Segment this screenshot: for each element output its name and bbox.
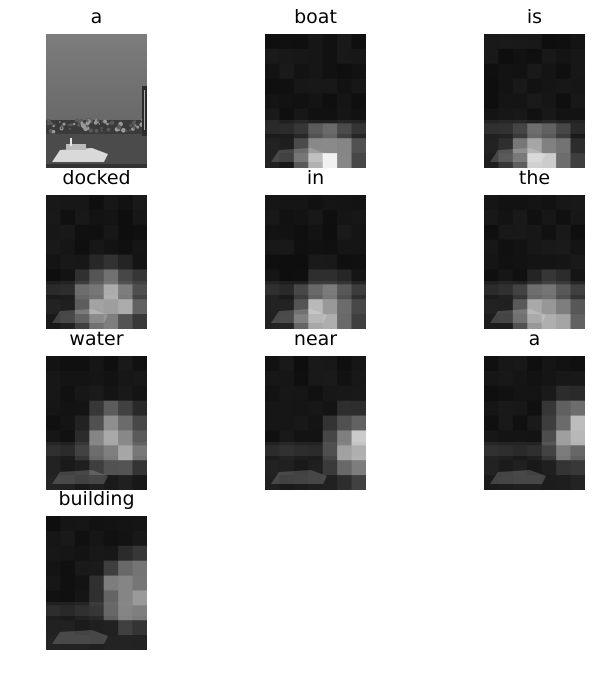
attention-map [46,516,147,650]
panel-word-label: a [528,328,541,350]
panel-word-label: docked [62,167,131,189]
panel-word-label: the [518,167,551,189]
panel-word-label: is [526,6,543,28]
panel-word-label: near [293,328,338,350]
attention-map [484,195,585,329]
source-photo [46,34,147,168]
attention-map [46,195,147,329]
attention-map [484,356,585,490]
panel-word-label: a [90,6,103,28]
attention-map [265,34,366,168]
panel-word-label: building [58,488,135,510]
panel-word-label: boat [294,6,337,28]
attention-map [265,195,366,329]
attention-map [265,356,366,490]
attention-map [46,356,147,490]
attention-map [484,34,585,168]
panel-word-label: water [69,328,124,350]
panel-word-label: in [306,167,325,189]
